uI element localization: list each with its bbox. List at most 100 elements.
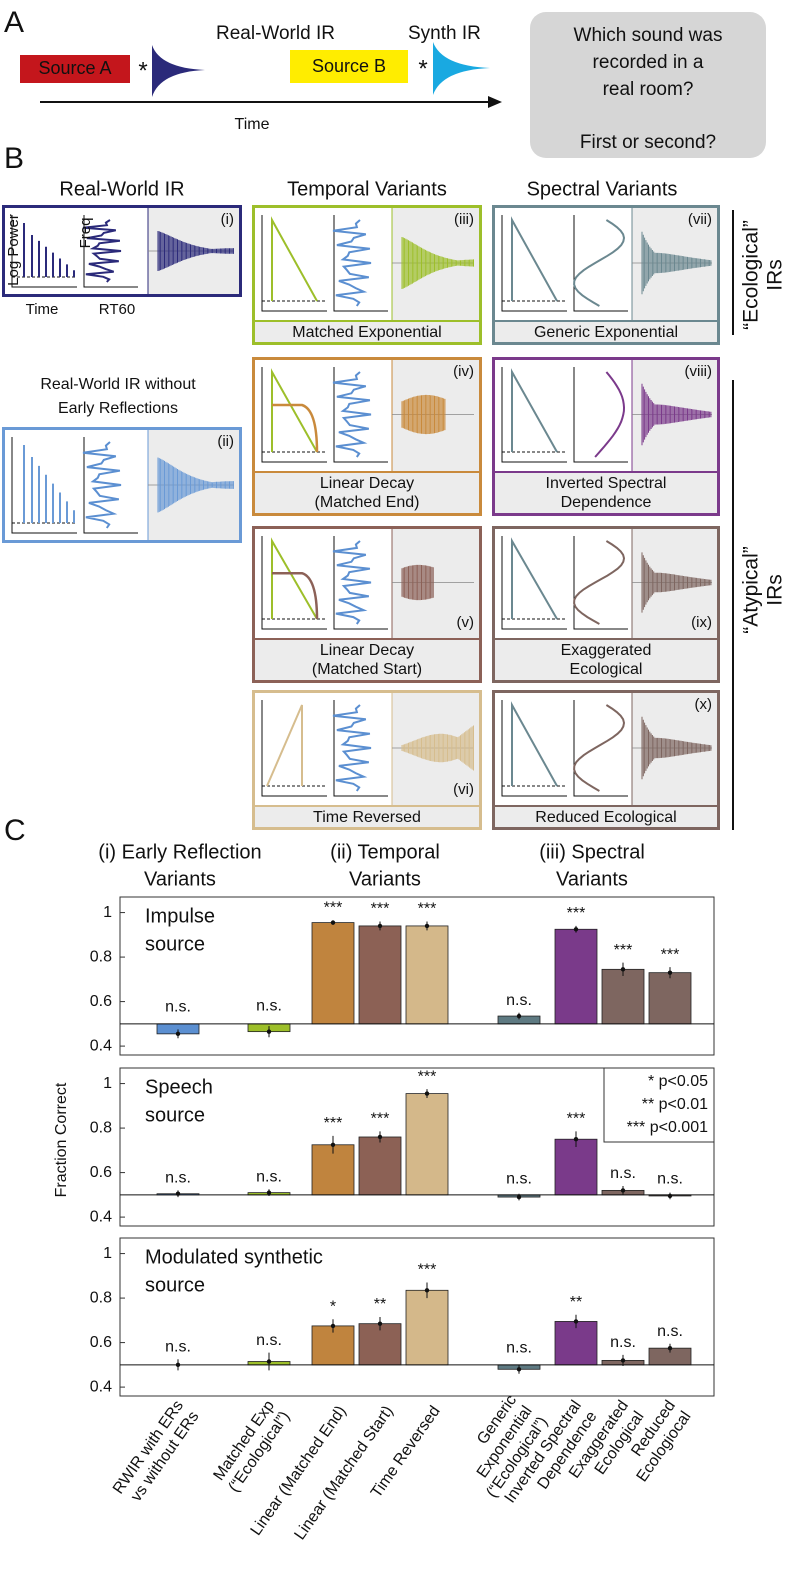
mean-dot (620, 967, 626, 972)
significance-label: *** (324, 900, 343, 917)
decay (271, 537, 318, 620)
mini-axes (83, 437, 138, 534)
box-caption: Linear Decay (320, 642, 414, 659)
mean-dot (516, 1367, 522, 1372)
box-caption: Matched Exponential (292, 324, 441, 341)
plot-frame (119, 896, 715, 1056)
box-numeral: (v) (457, 614, 475, 631)
ir-wedge (152, 45, 205, 97)
box-numeral: (ix) (691, 614, 712, 631)
legend-box (603, 1067, 715, 1143)
mean-dot (620, 1188, 626, 1193)
label: First or second? (580, 132, 716, 153)
mini-axes (83, 215, 138, 288)
y-tick-label: 1 (103, 904, 112, 921)
mean-dot (377, 1134, 383, 1140)
waveform (641, 552, 712, 613)
mini-axes (573, 215, 628, 312)
caption-strip (252, 321, 482, 345)
mean-dot (330, 1142, 336, 1147)
caption-strip (252, 806, 482, 830)
y-tick-label: 0.8 (90, 1289, 112, 1306)
group-header: (iii) Spectral (539, 841, 645, 863)
mini-axes (11, 215, 77, 288)
group-header: Variants (556, 868, 628, 890)
bar (405, 1289, 449, 1366)
box-numeral: (vii) (688, 211, 712, 228)
group-header: (ii) Temporal (330, 841, 440, 863)
ir-box: Reduced Ecological (x) (492, 690, 720, 830)
mini-axes (261, 536, 327, 630)
mean-dot (377, 1321, 383, 1326)
mean-dot (424, 1091, 430, 1096)
chart-title: source (145, 933, 205, 955)
box-frame (492, 690, 720, 830)
label: Early Reflections (58, 400, 178, 417)
waveform (401, 725, 474, 771)
box-caption: Dependence (561, 494, 652, 511)
plot-frame (119, 1237, 715, 1397)
mean-dot (266, 1359, 272, 1364)
legend-entry: *** p<0.001 (627, 1119, 709, 1136)
waveform (401, 394, 446, 435)
mean-dot (377, 923, 383, 929)
spectrum (332, 219, 372, 307)
label: RT60 (99, 301, 135, 318)
y-tick-label: 1 (103, 1075, 112, 1092)
linear (272, 403, 319, 453)
panel-label: A (4, 6, 24, 39)
mini-axes (501, 367, 567, 463)
significance-label: n.s. (610, 1165, 636, 1182)
mean-dot (667, 970, 673, 975)
decay (266, 704, 303, 787)
mean-dot (330, 1323, 336, 1329)
y-tick-label: 0.8 (90, 1119, 112, 1136)
mini-axes (261, 700, 327, 797)
mean-dot (667, 1345, 673, 1351)
decay (23, 445, 75, 523)
mean-dot (266, 1029, 272, 1034)
ir-box: Exaggerated Ecological (ix) (492, 526, 720, 683)
box-caption: Ecological (570, 661, 643, 678)
legend-entry: ** p<0.01 (642, 1096, 708, 1113)
label: Time (26, 301, 59, 318)
significance-label: n.s. (165, 999, 191, 1016)
y-tick-label: 0.6 (90, 1334, 112, 1351)
label: Source B (312, 56, 386, 76)
y-tick-label: 0.4 (90, 1037, 112, 1054)
significance-label: n.s. (256, 1169, 282, 1186)
significance-label: n.s. (256, 998, 282, 1015)
question-box (530, 12, 766, 158)
caption-strip (492, 321, 720, 345)
significance-label: * (330, 1298, 336, 1315)
significance-label: *** (661, 946, 680, 963)
significance-label: *** (371, 901, 390, 918)
ir-box: Inverted Spectral Dependence (viii) (492, 357, 720, 516)
group-header: Variants (349, 868, 421, 890)
y-tick-label: 1 (103, 1245, 112, 1262)
significance-label: ** (570, 1294, 582, 1311)
significance-label: n.s. (165, 1339, 191, 1356)
y-tick-label: 0.4 (90, 1378, 112, 1395)
caption-strip (492, 472, 720, 516)
ir-box: Matched Exponential (iii) (252, 205, 482, 345)
plot-frame (119, 1067, 715, 1227)
caption-strip (492, 639, 720, 683)
spectrum (332, 540, 372, 625)
group-label: “Ecological” (740, 220, 763, 330)
mean-dot (330, 920, 336, 925)
decay (23, 223, 75, 277)
source-b-box (290, 50, 408, 83)
decay (511, 368, 558, 453)
box-frame (252, 690, 482, 830)
mini-axes (333, 215, 388, 312)
mean-dot (424, 923, 430, 929)
label: * (418, 55, 427, 82)
bar (554, 1138, 598, 1196)
spectrum (332, 704, 372, 792)
waveform (641, 231, 712, 295)
chart-title: Modulated synthetic (145, 1246, 323, 1268)
label: Source A (38, 58, 111, 78)
